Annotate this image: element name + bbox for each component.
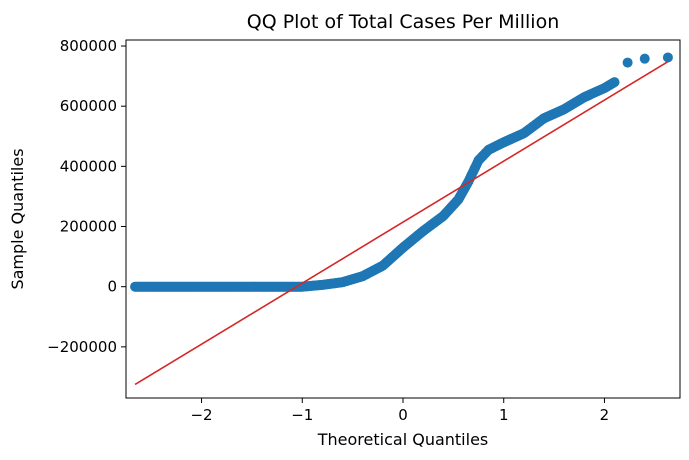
y-tick-label: 200000 [60,218,117,236]
y-tick-label: 0 [107,278,117,296]
x-tick-label: 0 [398,406,408,424]
x-tick-label: −2 [190,406,212,424]
x-axis: −2 −1 0 1 2 [190,398,609,424]
y-axis-label: Sample Quantiles [8,148,27,289]
chart-title: QQ Plot of Total Cases Per Million [247,11,560,33]
x-tick-label: 1 [499,406,509,424]
x-tick-label: −1 [291,406,313,424]
y-tick-label: 800000 [60,37,117,55]
sample-point [609,77,620,88]
x-tick-label: 2 [600,406,610,424]
y-axis: −200000 0 200000 400000 600000 800000 [47,37,126,356]
y-tick-label: −200000 [47,338,117,356]
sample-point [622,57,633,68]
sample-point [639,53,650,64]
y-tick-label: 600000 [60,97,117,115]
reference-line [134,60,669,386]
sample-point [662,52,673,63]
x-axis-label: Theoretical Quantiles [317,430,489,449]
y-tick-label: 400000 [60,157,117,175]
